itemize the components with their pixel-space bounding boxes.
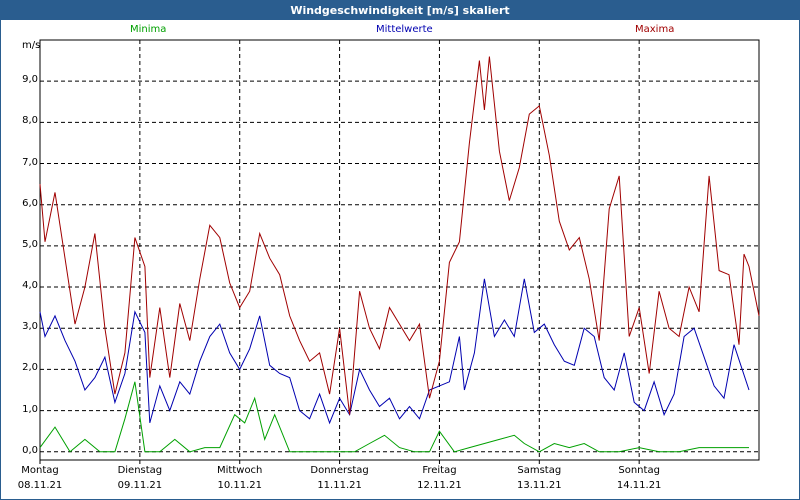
y-tick-label: 7,0 bbox=[22, 156, 38, 168]
x-day-name: Montag bbox=[21, 465, 59, 476]
legend-maxima: Maxima bbox=[635, 24, 675, 35]
x-day-date: 09.11.21 bbox=[117, 480, 163, 491]
x-day-name: Freitag bbox=[422, 465, 457, 476]
x-day-label: Freitag 12.11.21 bbox=[394, 465, 484, 491]
x-day-label: Donnerstag 11.11.21 bbox=[295, 465, 385, 491]
x-day-date: 13.11.21 bbox=[517, 480, 562, 491]
legend-minima: Minima bbox=[130, 24, 167, 35]
x-day-label: Sonntag 14.11.21 bbox=[594, 465, 684, 491]
x-day-name: Samstag bbox=[517, 465, 562, 476]
y-tick-label: 2,0 bbox=[22, 362, 38, 374]
y-axis-unit: m/s bbox=[22, 40, 41, 51]
plot-area-border bbox=[39, 39, 760, 461]
y-tick-label: 5,0 bbox=[22, 238, 38, 250]
y-tick-label: 3,0 bbox=[22, 321, 38, 333]
y-tick-label: 0,0 bbox=[22, 444, 38, 456]
x-day-name: Sonntag bbox=[618, 465, 660, 476]
y-tick-label: 8,0 bbox=[22, 115, 38, 127]
x-day-name: Donnerstag bbox=[310, 465, 369, 476]
x-day-label: Montag 08.11.21 bbox=[0, 465, 85, 491]
x-day-label: Samstag 13.11.21 bbox=[494, 465, 584, 491]
window-title: Windgeschwindigkeit [m/s] skaliert bbox=[1, 1, 799, 20]
x-day-date: 14.11.21 bbox=[616, 480, 662, 491]
x-day-date: 11.11.21 bbox=[317, 480, 362, 491]
series-line-minima bbox=[39, 381, 749, 453]
y-tick-label: 9,0 bbox=[22, 74, 38, 86]
series-line-maxima bbox=[39, 56, 760, 415]
y-tick-label: 1,0 bbox=[22, 403, 38, 415]
y-tick-label: 6,0 bbox=[22, 197, 38, 209]
x-day-label: Mittwoch 10.11.21 bbox=[195, 465, 285, 491]
y-tick-label: 4,0 bbox=[22, 280, 38, 292]
x-day-name: Dienstag bbox=[117, 465, 163, 476]
x-day-date: 08.11.21 bbox=[17, 480, 63, 491]
x-day-date: 12.11.21 bbox=[417, 480, 462, 491]
x-day-label: Dienstag 09.11.21 bbox=[95, 465, 185, 491]
x-day-name: Mittwoch bbox=[217, 465, 263, 476]
legend-mittelwerte: Mittelwerte bbox=[376, 24, 433, 35]
series-line-mittelwerte bbox=[39, 278, 750, 425]
x-day-date: 10.11.21 bbox=[217, 480, 262, 491]
